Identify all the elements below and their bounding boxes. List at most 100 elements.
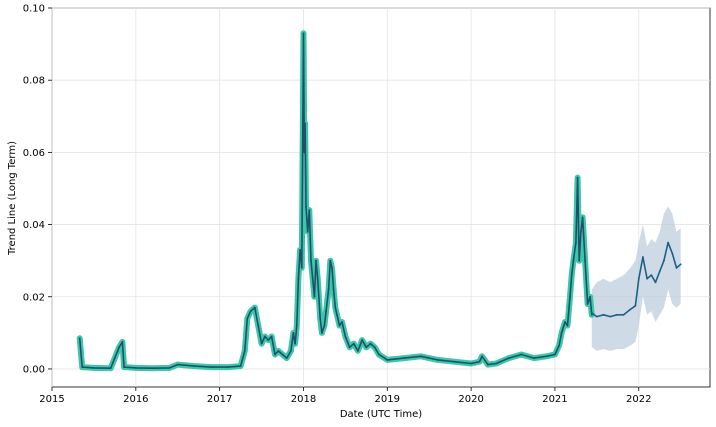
- history-point: [297, 277, 300, 280]
- y-tick-label: 0.10: [23, 4, 45, 15]
- y-tick-label: 0.08: [23, 76, 45, 87]
- forecast-point: [637, 277, 640, 280]
- history-point: [243, 350, 246, 352]
- history-point: [327, 288, 330, 291]
- x-tick-label: 2022: [626, 394, 651, 405]
- history-point: [332, 288, 335, 291]
- history-point: [285, 357, 288, 360]
- history-point: [589, 295, 592, 298]
- history-point: [373, 346, 376, 349]
- history-point: [239, 365, 242, 367]
- history-point: [121, 340, 124, 343]
- x-tick-label: 2017: [207, 394, 232, 405]
- forecast-point: [629, 308, 632, 311]
- history-point: [581, 216, 584, 219]
- history-point: [281, 353, 284, 356]
- y-tick-label: 0.04: [23, 220, 45, 231]
- history-point: [564, 321, 566, 323]
- history-point: [478, 360, 481, 363]
- history-point: [294, 342, 296, 345]
- history-point: [227, 366, 229, 369]
- x-tick-label: 2016: [123, 394, 148, 405]
- history-point: [507, 357, 510, 360]
- forecast-point: [616, 313, 618, 316]
- history-point: [321, 331, 323, 334]
- history-point: [306, 230, 309, 233]
- history-point: [302, 32, 305, 35]
- history-point: [341, 321, 343, 323]
- forecast-point: [658, 270, 661, 273]
- history-point: [533, 357, 535, 360]
- history-point: [210, 366, 213, 369]
- history-point: [270, 335, 273, 338]
- y-axis-ticks: 0.00 0.02 0.04 0.06 0.08 0.10: [23, 4, 52, 375]
- history-point: [545, 355, 548, 358]
- history-point: [590, 313, 593, 316]
- forecast-point: [609, 315, 612, 318]
- history-point: [267, 339, 270, 341]
- history-point: [310, 259, 312, 262]
- forecast-point: [622, 313, 625, 316]
- history-point: [369, 342, 372, 345]
- forecast-point: [654, 281, 657, 284]
- y-tick-label: 0.02: [23, 292, 45, 303]
- x-tick-label: 2019: [375, 394, 400, 405]
- history-point: [558, 344, 561, 347]
- history-point: [569, 295, 571, 298]
- history-point: [574, 241, 577, 244]
- history-point: [325, 310, 327, 313]
- history-point: [311, 277, 314, 280]
- history-point: [123, 366, 125, 369]
- history-point: [319, 317, 322, 320]
- history-point: [352, 342, 355, 345]
- history-point: [246, 317, 249, 320]
- series-lines-layer: [76, 30, 682, 372]
- forecast-point: [590, 312, 593, 314]
- history-point: [305, 205, 307, 208]
- x-tick-label: 2021: [542, 394, 567, 405]
- history-point: [336, 313, 338, 316]
- history-point: [329, 259, 332, 262]
- history-point: [576, 176, 579, 179]
- history-point: [151, 367, 154, 370]
- history-point: [344, 335, 347, 338]
- history-point: [584, 259, 587, 262]
- history-point: [264, 335, 266, 338]
- history-point: [316, 277, 319, 280]
- history-line: [78, 32, 593, 370]
- history-point: [315, 259, 317, 262]
- history-point: [419, 355, 422, 358]
- x-tick-label: 2020: [458, 394, 483, 405]
- history-point: [313, 295, 316, 298]
- history-point: [470, 362, 473, 365]
- history-point: [253, 306, 256, 309]
- history-point: [578, 259, 581, 262]
- history-point: [289, 350, 292, 352]
- history-point: [495, 362, 498, 365]
- history-point: [118, 346, 120, 349]
- history-point: [334, 306, 337, 309]
- history-point: [260, 342, 263, 345]
- history-point: [365, 346, 368, 349]
- history-point: [348, 346, 351, 349]
- history-point: [580, 230, 582, 233]
- history-point: [554, 353, 556, 356]
- history-point: [292, 331, 295, 334]
- history-point: [308, 209, 311, 212]
- forecast-point: [667, 241, 669, 244]
- history-point: [403, 357, 405, 360]
- history-point: [323, 324, 326, 327]
- history-point: [277, 350, 280, 352]
- history-point: [304, 122, 307, 125]
- forecast-point: [662, 259, 665, 262]
- history-point: [357, 350, 359, 352]
- forecast-point: [595, 315, 598, 318]
- history-point: [78, 337, 81, 340]
- forecast-point: [634, 304, 637, 307]
- history-point: [436, 359, 439, 361]
- history-point: [109, 367, 112, 370]
- history-point: [274, 353, 276, 356]
- history-point: [300, 266, 303, 269]
- history-point: [481, 355, 483, 358]
